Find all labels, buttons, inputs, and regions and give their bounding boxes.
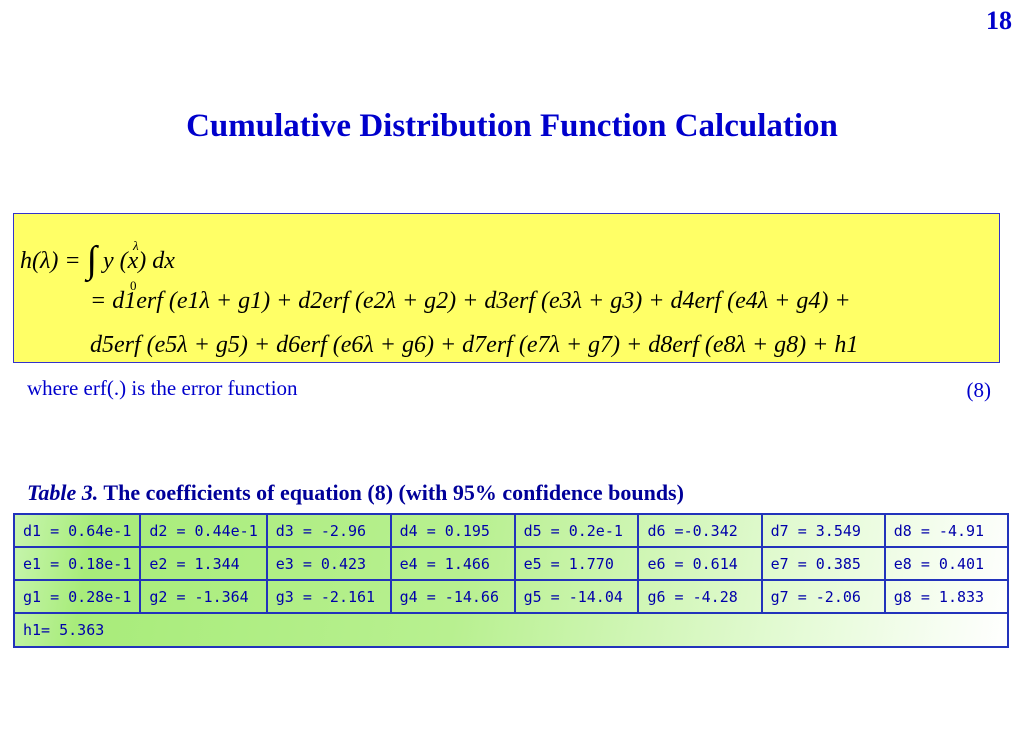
table-row: d1 = 0.64e-1 d2 = 0.44e-1 d3 = -2.96 d4 … xyxy=(12,513,1010,548)
table-cell: g2 = -1.364 xyxy=(139,579,268,614)
table-cell: g6 = -4.28 xyxy=(637,579,763,614)
integral-sign-icon: ∫ xyxy=(86,239,97,281)
equation-integrand: y (x) dx xyxy=(103,248,175,274)
table-cell: d1 = 0.64e-1 xyxy=(12,513,142,548)
table-cell: e3 = 0.423 xyxy=(265,546,392,581)
coefficients-table: d1 = 0.64e-1 d2 = 0.44e-1 d3 = -2.96 d4 … xyxy=(12,513,1010,648)
equation-line-2: = d1erf (e1λ + g1) + d2erf (e2λ + g2) + … xyxy=(90,288,851,314)
table-cell: d4 = 0.195 xyxy=(389,513,516,548)
table-row: h1= 5.363 xyxy=(13,612,1009,648)
table-cell: e2 = 1.344 xyxy=(139,546,268,581)
table-cell: d7 = 3.549 xyxy=(760,513,886,548)
table-row: g1 = 0.28e-1 g2 = -1.364 g3 = -2.161 g4 … xyxy=(12,579,1010,614)
table-caption-label: Table 3. xyxy=(27,480,99,505)
equation-box: h(λ) = ∫ λ 0 y (x) dx = d1erf (e1λ + g1)… xyxy=(13,213,1000,363)
table-cell: e1 = 0.18e-1 xyxy=(12,546,142,581)
table-cell: e4 = 1.466 xyxy=(389,546,516,581)
table-cell: g5 = -14.04 xyxy=(513,579,640,614)
page-number: 18 xyxy=(986,6,1012,35)
table-cell: d3 = -2.96 xyxy=(265,513,392,548)
table-cell: g3 = -2.161 xyxy=(265,579,392,614)
table-cell: e5 = 1.770 xyxy=(513,546,640,581)
table-cell: d8 = -4.91 xyxy=(883,513,1010,548)
table-cell-h1: h1= 5.363 xyxy=(13,612,1009,648)
table-cell: e6 = 0.614 xyxy=(637,546,763,581)
table-cell: d6 =-0.342 xyxy=(637,513,763,548)
table-cell: d2 = 0.44e-1 xyxy=(139,513,268,548)
table-cell: g7 = -2.06 xyxy=(760,579,886,614)
equation-line-3: d5erf (e5λ + g5) + d6erf (e6λ + g6) + d7… xyxy=(90,332,859,358)
equation-caption: where erf(.) is the error function xyxy=(27,376,298,400)
table-caption-text: The coefficients of equation (8) (with 9… xyxy=(103,480,684,505)
table-row: e1 = 0.18e-1 e2 = 1.344 e3 = 0.423 e4 = … xyxy=(12,546,1010,581)
equation-number: (8) xyxy=(966,378,992,402)
table-cell: e8 = 0.401 xyxy=(883,546,1010,581)
equation-lhs: h(λ) = xyxy=(20,248,81,274)
slide-title: Cumulative Distribution Function Calcula… xyxy=(186,108,838,144)
equation-line-1: h(λ) = ∫ λ 0 y (x) dx xyxy=(20,234,175,293)
table-cell: g8 = 1.833 xyxy=(883,579,1010,614)
integral-upper-limit: λ xyxy=(133,238,139,253)
table-cell: g1 = 0.28e-1 xyxy=(12,579,142,614)
integral-lower-limit: 0 xyxy=(130,278,137,293)
table-caption: Table 3. The coefficients of equation (8… xyxy=(27,480,684,506)
table-cell: d5 = 0.2e-1 xyxy=(513,513,640,548)
table-cell: g4 = -14.66 xyxy=(389,579,516,614)
table-cell: e7 = 0.385 xyxy=(760,546,886,581)
